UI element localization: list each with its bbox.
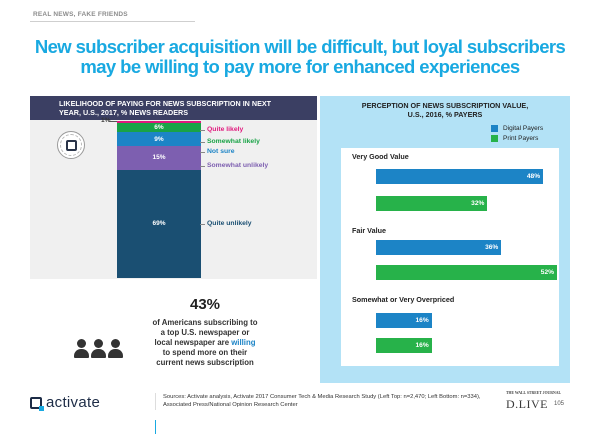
stat-line-3-text: local newspaper are <box>154 338 232 347</box>
stack-segment-not-sure: 9% <box>117 131 201 147</box>
activate-logo: activate <box>30 394 100 411</box>
stack-segment-quite-likely <box>117 121 201 123</box>
legend-somewhat-likely: Somewhat likely <box>200 138 260 145</box>
kicker-text: REAL NEWS, FAKE FRIENDS <box>33 11 128 18</box>
stat-value: 43% <box>189 296 221 313</box>
headline-line-1: New subscriber acquisition will be diffi… <box>34 36 566 57</box>
person-head <box>77 339 86 348</box>
legend-not-sure: Not sure <box>200 148 235 155</box>
bar-print-fair: 52% <box>376 265 557 280</box>
sources-line-2: Associated Press/National Opinion Resear… <box>163 401 298 408</box>
stack-value-not-sure: 9% <box>154 135 164 143</box>
bar-plot-area <box>341 148 559 366</box>
quite-likely-tick <box>109 121 117 122</box>
sources-line-1: Sources: Activate analysis, Activate 201… <box>163 394 481 400</box>
stat-line-3: local newspaper are willing <box>130 338 280 348</box>
people-group-icon <box>74 334 124 362</box>
kicker-rule <box>30 21 195 22</box>
left-chart-title-line-2: YEAR, U.S., 2017, % NEWS READERS <box>59 108 189 117</box>
wsj-wordmark: THE WALL STREET JOURNAL <box>506 391 562 395</box>
right-chart-title: PERCEPTION OF NEWS SUBSCRIPTION VALUE, U… <box>322 101 568 119</box>
study-badge-icon <box>57 131 85 159</box>
legend-swatch-print <box>491 135 498 142</box>
right-chart-title-line-1: PERCEPTION OF NEWS SUBSCRIPTION VALUE, <box>361 101 529 110</box>
person-body <box>91 349 106 358</box>
person-head <box>94 339 103 348</box>
badge-mark <box>66 140 77 151</box>
stack-value-somewhat-likely: 6% <box>154 123 164 131</box>
badge-ring <box>60 134 82 156</box>
legend-label-print: Print Payers <box>503 135 539 142</box>
activate-logo-text: activate <box>46 394 101 411</box>
legend-label-digital: Digital Payers <box>503 125 544 132</box>
activate-logo-icon <box>30 396 44 411</box>
bar-digital-very-good: 48% <box>376 169 544 184</box>
stat-line-2: a top U.S. newspaper or <box>160 328 250 337</box>
person-body <box>108 349 123 358</box>
legend-quite-likely: Quite likely <box>199 126 244 133</box>
dlive-logo: D.LIVE <box>506 397 548 411</box>
footer-divider <box>155 393 156 410</box>
sources-text: Sources: Activate analysis, Activate 201… <box>163 394 493 409</box>
bottom-accent-line <box>155 420 156 434</box>
stack-segment-somewhat-unlikely: 15% <box>117 146 201 170</box>
left-chart-title-line-1: LIKELIHOOD OF PAYING FOR NEWS SUBSCRIPTI… <box>59 99 272 108</box>
right-chart-title-line-2: U.S., 2016, % PAYERS <box>407 110 483 119</box>
bar-label-digital-very-good: 48% <box>526 173 541 180</box>
bar-print-very-good: 32% <box>376 196 488 211</box>
category-fair-value: Fair Value <box>352 226 386 235</box>
bar-label-print-fair: 52% <box>540 269 554 276</box>
legend-print-payers: Print Payers <box>491 135 538 142</box>
bar-label-digital-fair: 36% <box>485 244 499 251</box>
headline: New subscriber acquisition will be diffi… <box>30 37 570 77</box>
category-overpriced: Somewhat or Very Overpriced <box>352 295 455 304</box>
bar-label-print-overpriced: 16% <box>415 342 429 349</box>
legend-swatch-digital <box>491 125 498 132</box>
left-chart-title: LIKELIHOOD OF PAYING FOR NEWS SUBSCRIPTI… <box>30 96 317 120</box>
stack-value-quite-unlikely: 69% <box>152 220 166 228</box>
stack-value-somewhat-unlikely: 15% <box>152 154 166 162</box>
legend-somewhat-unlikely: Somewhat unlikely <box>199 162 269 169</box>
bar-label-print-very-good: 32% <box>471 200 485 207</box>
bar-print-overpriced: 16% <box>376 338 432 353</box>
person-body <box>74 349 89 358</box>
legend-quite-unlikely: Quite unlikely <box>200 219 252 227</box>
stat-line-1: of Americans subscribing to <box>152 318 258 327</box>
stack-segment-somewhat-likely: 6% <box>117 122 201 132</box>
person-head <box>111 339 120 348</box>
stat-line-4: to spend more on their <box>162 348 248 357</box>
stat-line-5: current news subscription <box>156 358 254 367</box>
headline-line-2: may be willing to pay more for enhanced … <box>80 56 520 77</box>
stack-segment-quite-unlikely: 69% <box>117 169 201 278</box>
stat-emphasis: willing <box>231 338 256 347</box>
page-number: 105 <box>554 401 565 407</box>
category-very-good-value: Very Good Value <box>352 152 409 161</box>
bar-digital-fair: 36% <box>376 240 502 255</box>
stack-label-quite-likely: 1% <box>101 117 111 124</box>
legend-digital-payers: Digital Payers <box>491 125 543 132</box>
stat-description: of Americans subscribing to a top U.S. n… <box>130 318 280 368</box>
bar-label-digital-overpriced: 16% <box>415 317 429 324</box>
bar-digital-overpriced: 16% <box>376 313 432 328</box>
